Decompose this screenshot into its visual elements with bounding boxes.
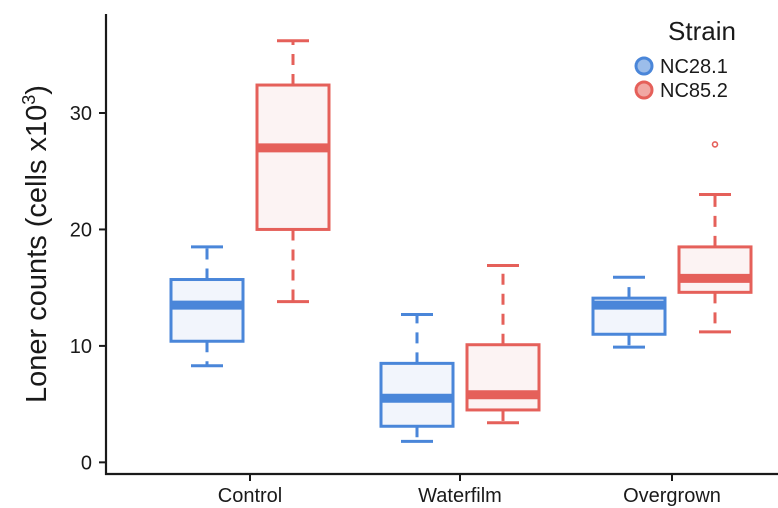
box-nc852-waterfilm (465, 343, 541, 412)
x-tick-label: Control (218, 485, 282, 507)
y-tick-label: 20 (70, 219, 92, 241)
legend-swatch-nc852 (634, 80, 654, 100)
box-nc852-overgrown (677, 245, 753, 294)
y-tick-label: 30 (70, 103, 92, 125)
y-axis-title: Loner counts (cells x103) (19, 85, 53, 403)
legend-swatch-nc281 (634, 56, 654, 76)
box-nc281-control (169, 278, 245, 343)
x-tick-label: Waterfilm (418, 485, 502, 507)
legend-label-nc281: NC28.1 (660, 56, 728, 78)
y-tick-label: 0 (81, 452, 92, 474)
outlier-point (711, 141, 719, 148)
box-nc852-control (255, 83, 331, 231)
legend-label-nc852: NC85.2 (660, 80, 728, 102)
y-tick-label: 10 (70, 336, 92, 358)
legend-title: Strain (668, 16, 736, 46)
x-tick-label: Overgrown (623, 485, 721, 507)
